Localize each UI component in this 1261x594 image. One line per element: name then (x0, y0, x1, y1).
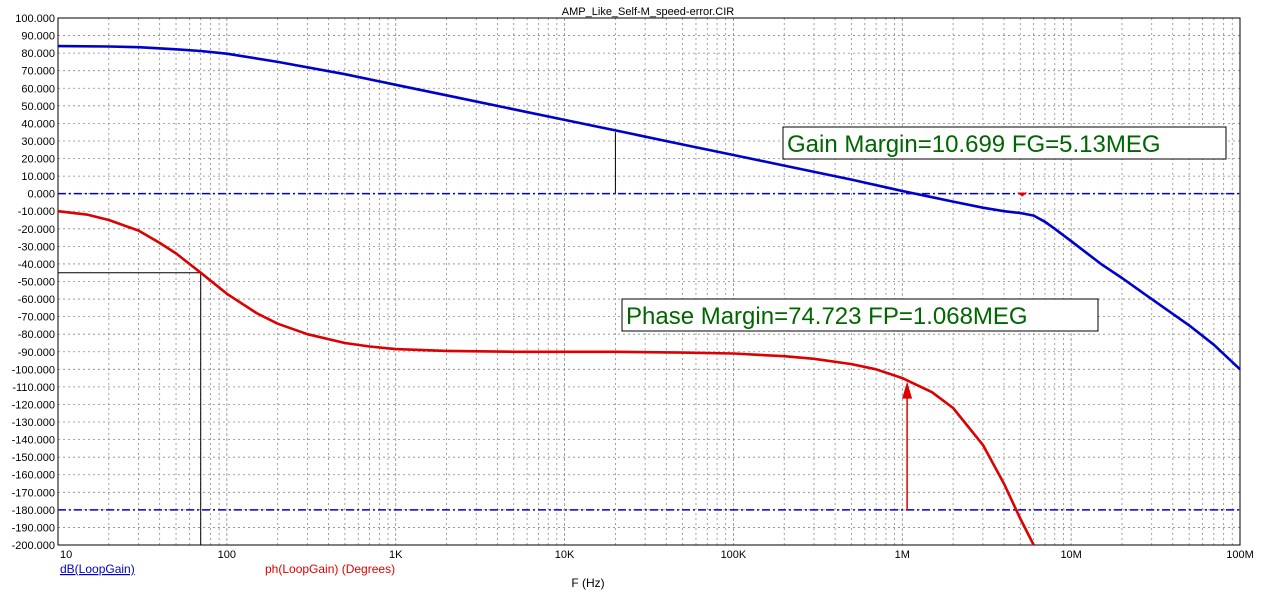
grid (58, 18, 1240, 545)
x-tick-label: 100K (721, 549, 747, 561)
y-tick-label: 100.000 (15, 13, 55, 25)
x-tick-label: 10K (555, 549, 575, 561)
cursor-lines (58, 132, 616, 545)
x-tick-label: 100M (1226, 549, 1254, 561)
gain-margin-arrow (1017, 192, 1028, 197)
x-tick-labels: 10 100 1K 10K 100K 1M 10M 100M (60, 549, 1254, 561)
x-tick-label: 1K (389, 549, 403, 561)
y-tick-label: -90.000 (18, 347, 55, 359)
y-tick-label: -130.000 (12, 417, 55, 429)
series-line-gain (57, 44, 1241, 371)
y-tick-label: 70.000 (21, 66, 55, 78)
x-tick-label: 1M (895, 549, 910, 561)
margin-markers (902, 192, 1028, 510)
y-tick-label: 80.000 (21, 48, 55, 60)
y-tick-label: -100.000 (12, 364, 55, 376)
y-tick-label: -60.000 (18, 294, 55, 306)
gain-margin-label: Gain Margin=10.699 FG=5.13MEG (787, 131, 1161, 158)
legend-entry-phase-loopgain: ph(LoopGain) (Degrees) (265, 562, 395, 576)
y-tick-label: -190.000 (12, 522, 55, 534)
series-lines (57, 44, 1241, 546)
phase-margin-label: Phase Margin=74.723 FP=1.068MEG (626, 303, 1028, 330)
y-tick-label: 40.000 (21, 118, 55, 130)
y-tick-label: -20.000 (18, 224, 55, 236)
y-tick-label: -200.000 (12, 540, 55, 552)
plot-frame (57, 17, 1241, 546)
y-tick-label: -150.000 (12, 452, 55, 464)
reference-lines (58, 192, 1240, 511)
legend-entry-dB-loopgain[interactable]: dB(LoopGain) (60, 562, 135, 576)
y-tick-label: -160.000 (12, 470, 55, 482)
y-tick-label: -10.000 (18, 206, 55, 218)
y-tick-label: -70.000 (18, 312, 55, 324)
y-tick-label: 30.000 (21, 136, 55, 148)
y-tick-label: -80.000 (18, 329, 55, 341)
y-tick-labels: 100.000 90.000 80.000 70.000 60.000 50.000 40.… (12, 13, 55, 552)
y-tick-label: -120.000 (12, 399, 55, 411)
gain-margin-annotation: Gain Margin=10.699 FG=5.13MEG (782, 126, 1227, 160)
y-tick-label: 10.000 (21, 171, 55, 183)
x-tick-label: 10 (60, 549, 72, 561)
x-tick-label: 10M (1060, 549, 1081, 561)
y-tick-label: -40.000 (18, 259, 55, 271)
phase-margin-arrow-head (902, 381, 913, 399)
y-tick-label: -30.000 (18, 241, 55, 253)
y-tick-label: 20.000 (21, 154, 55, 166)
x-axis-label: F (Hz) (571, 576, 604, 590)
phase-margin-box (621, 298, 1099, 332)
phase-margin-annotation: Phase Margin=74.723 FP=1.068MEG (621, 298, 1099, 332)
y-tick-label: -110.000 (12, 382, 55, 394)
series-line-phase (57, 209, 1035, 546)
y-tick-label: -180.000 (12, 505, 55, 517)
y-tick-label: -50.000 (18, 277, 55, 289)
y-tick-label: -140.000 (12, 435, 55, 447)
gain-margin-box (782, 126, 1227, 160)
y-tick-label: 0.000 (27, 189, 55, 201)
y-tick-label: -170.000 (12, 487, 55, 499)
y-tick-label: 50.000 (21, 101, 55, 113)
x-tick-label: 100 (218, 549, 236, 561)
y-tick-label: 90.000 (21, 31, 55, 43)
y-tick-label: 60.000 (21, 83, 55, 95)
chart-title: AMP_Like_Self-M_speed-error.CIR (562, 6, 734, 18)
